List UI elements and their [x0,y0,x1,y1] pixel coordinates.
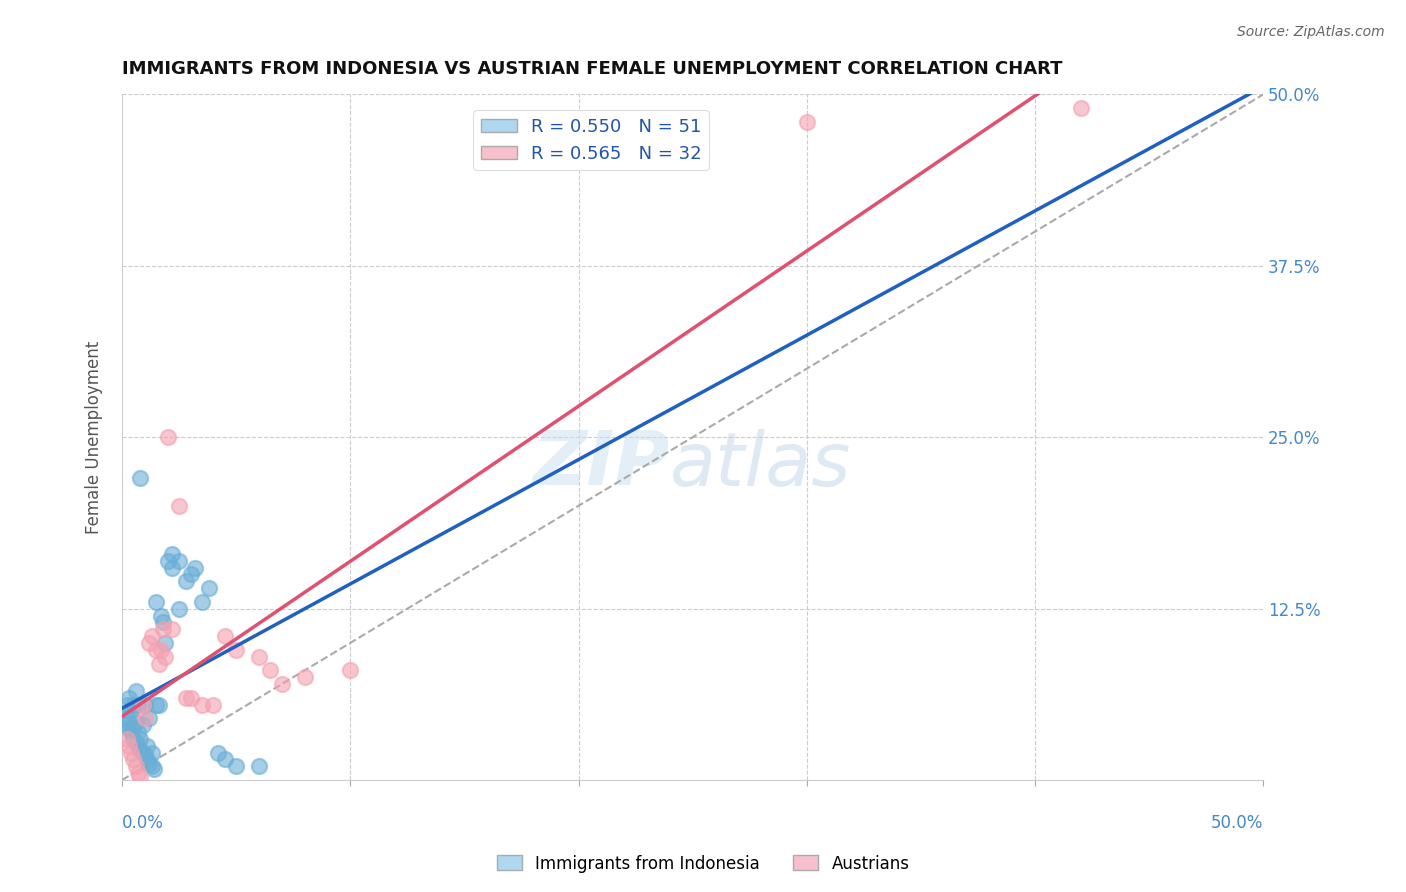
Point [134,748,156,763]
Point [138,636,160,650]
Point [148,698,170,712]
Legend: Immigrants from Indonesia, Austrians: Immigrants from Indonesia, Austrians [489,848,917,880]
Point [214,752,236,766]
Point [155,636,177,650]
Point [115,731,138,746]
Point [122,752,145,766]
Point [167,499,190,513]
Point [167,601,190,615]
Point [148,657,170,671]
Point [152,615,174,630]
Point [120,705,142,719]
Point [162,547,184,561]
Point [134,711,156,725]
Point [1070,101,1092,115]
Point [141,629,163,643]
Point [125,734,148,748]
Point [180,690,202,705]
Point [118,739,141,753]
Point [115,711,138,725]
Point [127,766,149,780]
Text: atlas: atlas [669,429,851,500]
Point [136,739,159,753]
Point [143,762,166,776]
Point [149,642,172,657]
Point [149,608,172,623]
Point [294,670,316,684]
Point [129,731,152,746]
Text: Source: ZipAtlas.com: Source: ZipAtlas.com [1237,25,1385,39]
Point [138,756,160,771]
Point [122,721,145,735]
Point [127,698,149,712]
Point [162,622,184,636]
Point [120,725,142,739]
Point [125,759,148,773]
Point [180,567,202,582]
Point [145,595,167,609]
Point [191,595,214,609]
Point [125,684,148,698]
Point [207,746,229,760]
Point [118,715,141,730]
Point [131,698,153,712]
Point [152,622,174,636]
Point [167,554,190,568]
Point [225,759,247,773]
Point [122,698,145,712]
Point [259,664,281,678]
Point [134,698,156,712]
Point [184,560,207,574]
Text: ZIP: ZIP [533,428,669,501]
Point [129,471,152,485]
Point [796,115,818,129]
Point [225,642,247,657]
Point [115,698,138,712]
Point [118,690,141,705]
Point [112,718,135,732]
Point [156,554,179,568]
Point [138,711,160,725]
Point [270,677,292,691]
Point [174,690,197,705]
Point [122,731,145,746]
Point [131,746,153,760]
Point [202,698,225,712]
Point [141,759,163,773]
Point [145,698,167,712]
Text: 50.0%: 50.0% [1211,814,1263,832]
Point [214,629,236,643]
Text: IMMIGRANTS FROM INDONESIA VS AUSTRIAN FEMALE UNEMPLOYMENT CORRELATION CHART: IMMIGRANTS FROM INDONESIA VS AUSTRIAN FE… [122,60,1063,78]
Point [118,721,141,735]
Legend: R = 0.550   N = 51, R = 0.565   N = 32: R = 0.550 N = 51, R = 0.565 N = 32 [474,111,709,169]
Point [136,752,159,766]
Point [156,430,179,444]
Point [129,743,152,757]
Point [127,725,149,739]
Point [131,718,153,732]
Point [197,581,219,595]
Text: 0.0%: 0.0% [122,814,165,832]
Point [162,560,184,574]
Point [129,770,152,784]
Point [174,574,197,589]
Point [247,759,270,773]
Point [155,649,177,664]
Point [127,739,149,753]
Point [191,698,214,712]
Point [339,664,361,678]
Y-axis label: Female Unemployment: Female Unemployment [86,341,103,534]
Point [247,649,270,664]
Point [141,746,163,760]
Point [120,746,142,760]
Point [125,715,148,730]
Point [145,642,167,657]
